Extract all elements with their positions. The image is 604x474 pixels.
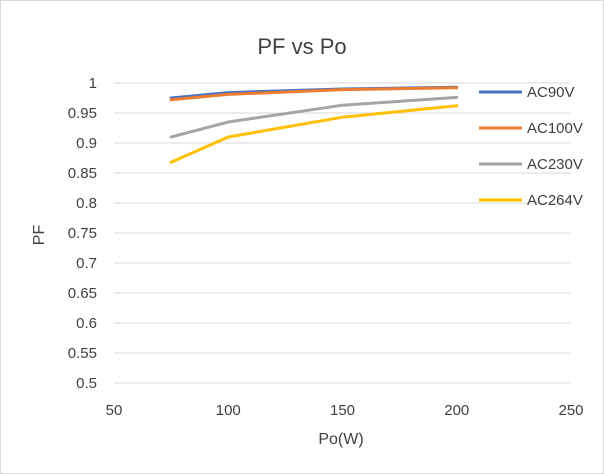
y-axis-label: PF bbox=[31, 225, 48, 246]
y-tick-label: 1 bbox=[89, 75, 97, 92]
y-tick-label: 0.65 bbox=[68, 285, 97, 302]
x-tick-label: 250 bbox=[558, 402, 583, 419]
x-axis-label: Po(W) bbox=[318, 431, 363, 448]
series-line-ac230v bbox=[169, 95, 459, 139]
y-tick-label: 0.85 bbox=[68, 165, 97, 182]
legend: AC90V AC100V AC230V AC264V bbox=[479, 84, 583, 209]
y-tick-label: 0.7 bbox=[76, 255, 97, 272]
x-tick-label: 100 bbox=[216, 402, 241, 419]
y-axis-ticks: 0.5 0.55 0.6 0.65 0.7 0.75 0.8 0.85 0.9 0.95 1 bbox=[68, 75, 97, 392]
series-line-ac264v bbox=[169, 104, 459, 164]
y-tick-label: 0.6 bbox=[76, 315, 97, 332]
legend-label: AC100V bbox=[527, 120, 583, 137]
gridlines bbox=[114, 82, 571, 384]
x-axis-ticks: 50 100 150 200 250 bbox=[106, 402, 584, 419]
x-tick-label: 150 bbox=[330, 402, 355, 419]
x-tick-label: 200 bbox=[444, 402, 469, 419]
series-line-ac100v bbox=[169, 86, 459, 102]
series-lines bbox=[169, 85, 459, 164]
y-tick-label: 0.55 bbox=[68, 345, 97, 362]
y-tick-label: 0.5 bbox=[76, 375, 97, 392]
legend-label: AC264V bbox=[527, 192, 583, 209]
legend-label: AC90V bbox=[527, 84, 575, 101]
chart-title: PF vs Po bbox=[257, 34, 346, 59]
legend-label: AC230V bbox=[527, 156, 583, 173]
y-tick-label: 0.95 bbox=[68, 105, 97, 122]
x-tick-label: 50 bbox=[106, 402, 123, 419]
y-tick-label: 0.9 bbox=[76, 135, 97, 152]
y-tick-label: 0.8 bbox=[76, 195, 97, 212]
y-tick-label: 0.75 bbox=[68, 225, 97, 242]
